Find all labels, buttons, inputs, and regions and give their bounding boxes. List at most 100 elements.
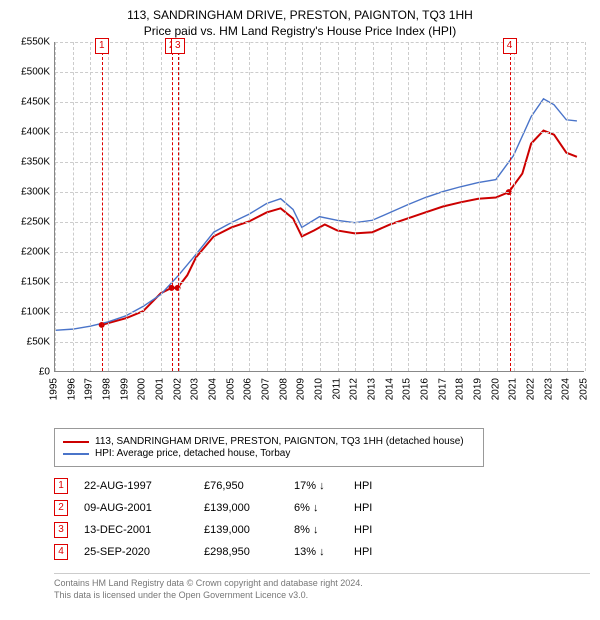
gridline-v bbox=[514, 42, 515, 371]
gridline-v bbox=[267, 42, 268, 371]
gridline-v bbox=[373, 42, 374, 371]
event-line bbox=[178, 42, 179, 371]
event-number: 2 bbox=[54, 500, 68, 516]
gridline-v bbox=[196, 42, 197, 371]
x-tick-label: 2019 bbox=[473, 378, 484, 400]
footer-line-1: Contains HM Land Registry data © Crown c… bbox=[54, 578, 590, 590]
y-tick-label: £150K bbox=[21, 277, 50, 288]
event-number: 1 bbox=[54, 478, 68, 494]
y-tick-label: £300K bbox=[21, 187, 50, 198]
gridline-v bbox=[444, 42, 445, 371]
event-marker: 1 bbox=[95, 38, 109, 54]
event-row: 4 25-SEP-2020£298,95013% ↓HPI bbox=[54, 541, 590, 563]
event-number: 4 bbox=[54, 544, 68, 560]
y-tick-label: £50K bbox=[27, 337, 50, 348]
event-date: 13-DEC-2001 bbox=[84, 524, 204, 536]
gridline-v bbox=[461, 42, 462, 371]
x-tick-label: 2020 bbox=[490, 378, 501, 400]
x-tick-label: 2000 bbox=[137, 378, 148, 400]
title-main: 113, SANDRINGHAM DRIVE, PRESTON, PAIGNTO… bbox=[10, 8, 590, 22]
y-tick-label: £500K bbox=[21, 67, 50, 78]
y-tick-label: £350K bbox=[21, 157, 50, 168]
gridline-v bbox=[497, 42, 498, 371]
x-tick-label: 2007 bbox=[261, 378, 272, 400]
x-tick-label: 2001 bbox=[155, 378, 166, 400]
event-row: 3 13-DEC-2001£139,0008% ↓HPI bbox=[54, 519, 590, 541]
event-price: £139,000 bbox=[204, 502, 294, 514]
gridline-v bbox=[567, 42, 568, 371]
x-tick-label: 2017 bbox=[437, 378, 448, 400]
legend-swatch bbox=[63, 441, 89, 443]
events-table: 122-AUG-1997£76,95017% ↓HPI209-AUG-2001£… bbox=[54, 475, 590, 563]
gridline-v bbox=[408, 42, 409, 371]
event-marker: 3 bbox=[171, 38, 185, 54]
event-number: 3 bbox=[54, 522, 68, 538]
gridline-v bbox=[73, 42, 74, 371]
legend-item: 113, SANDRINGHAM DRIVE, PRESTON, PAIGNTO… bbox=[63, 436, 475, 447]
event-date: 09-AUG-2001 bbox=[84, 502, 204, 514]
plot-area: 1234 bbox=[54, 42, 584, 372]
x-tick-label: 2003 bbox=[190, 378, 201, 400]
y-tick-label: £200K bbox=[21, 247, 50, 258]
x-tick-label: 2002 bbox=[172, 378, 183, 400]
event-date: 22-AUG-1997 bbox=[84, 480, 204, 492]
x-tick-label: 2016 bbox=[420, 378, 431, 400]
x-axis: 1995199619971998199920002001200220032004… bbox=[54, 372, 584, 422]
event-delta: 13% ↓ bbox=[294, 546, 354, 558]
gridline-v bbox=[320, 42, 321, 371]
event-ref: HPI bbox=[354, 502, 372, 514]
gridline-v bbox=[55, 42, 56, 371]
x-tick-label: 2024 bbox=[561, 378, 572, 400]
event-ref: HPI bbox=[354, 524, 372, 536]
event-price: £298,950 bbox=[204, 546, 294, 558]
event-line bbox=[102, 42, 103, 371]
gridline-v bbox=[214, 42, 215, 371]
x-tick-label: 2008 bbox=[278, 378, 289, 400]
x-tick-label: 1998 bbox=[102, 378, 113, 400]
event-date: 25-SEP-2020 bbox=[84, 546, 204, 558]
event-line bbox=[510, 42, 511, 371]
title-block: 113, SANDRINGHAM DRIVE, PRESTON, PAIGNTO… bbox=[10, 8, 590, 38]
x-tick-label: 2004 bbox=[208, 378, 219, 400]
x-tick-label: 2018 bbox=[455, 378, 466, 400]
legend-swatch bbox=[63, 453, 89, 455]
gridline-v bbox=[126, 42, 127, 371]
event-delta: 17% ↓ bbox=[294, 480, 354, 492]
gridline-v bbox=[302, 42, 303, 371]
legend-item: HPI: Average price, detached house, Torb… bbox=[63, 448, 475, 459]
y-tick-label: £450K bbox=[21, 97, 50, 108]
y-tick-label: £550K bbox=[21, 37, 50, 48]
event-delta: 8% ↓ bbox=[294, 524, 354, 536]
event-row: 2 09-AUG-2001£139,0006% ↓HPI bbox=[54, 497, 590, 519]
y-tick-label: £400K bbox=[21, 127, 50, 138]
x-tick-label: 1999 bbox=[119, 378, 130, 400]
event-price: £76,950 bbox=[204, 480, 294, 492]
y-tick-label: £100K bbox=[21, 307, 50, 318]
event-ref: HPI bbox=[354, 546, 372, 558]
x-tick-label: 2005 bbox=[225, 378, 236, 400]
gridline-v bbox=[232, 42, 233, 371]
x-tick-label: 1997 bbox=[84, 378, 95, 400]
series-line bbox=[55, 99, 577, 330]
gridline-v bbox=[532, 42, 533, 371]
gridline-v bbox=[161, 42, 162, 371]
chart-area: £0£50K£100K£150K£200K£250K£300K£350K£400… bbox=[10, 42, 590, 422]
x-tick-label: 2013 bbox=[367, 378, 378, 400]
gridline-v bbox=[108, 42, 109, 371]
gridline-v bbox=[391, 42, 392, 371]
gridline-v bbox=[90, 42, 91, 371]
event-delta: 6% ↓ bbox=[294, 502, 354, 514]
gridline-v bbox=[426, 42, 427, 371]
y-axis: £0£50K£100K£150K£200K£250K£300K£350K£400… bbox=[10, 42, 54, 372]
x-tick-label: 2014 bbox=[384, 378, 395, 400]
gridline-v bbox=[179, 42, 180, 371]
gridline-v bbox=[338, 42, 339, 371]
gridline-v bbox=[249, 42, 250, 371]
gridline-v bbox=[550, 42, 551, 371]
event-price: £139,000 bbox=[204, 524, 294, 536]
x-tick-label: 2015 bbox=[402, 378, 413, 400]
x-tick-label: 1995 bbox=[49, 378, 60, 400]
y-tick-label: £250K bbox=[21, 217, 50, 228]
x-tick-label: 2006 bbox=[243, 378, 254, 400]
footer-line-2: This data is licensed under the Open Gov… bbox=[54, 590, 590, 602]
